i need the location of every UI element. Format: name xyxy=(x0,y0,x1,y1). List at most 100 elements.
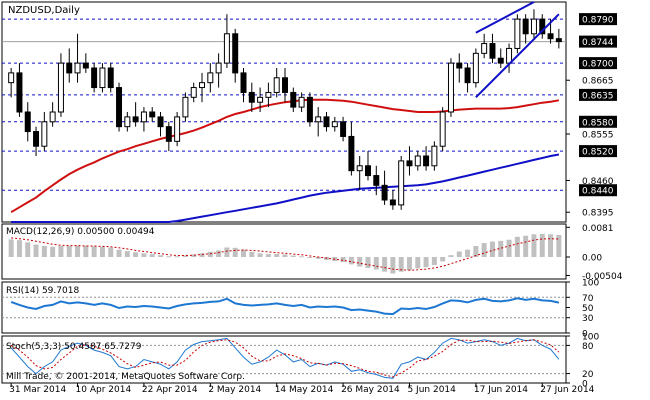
stoch-label: Stoch(5,3,3) 50.4587 65.7279 xyxy=(6,342,142,352)
symbol-title: NZDUSD,Daily xyxy=(8,5,80,16)
candle-body xyxy=(315,116,322,123)
price-tag-label: 0.8580 xyxy=(582,118,614,128)
macd-histogram-bar xyxy=(415,257,421,269)
macd-histogram-bar xyxy=(191,254,197,257)
candle xyxy=(82,53,89,73)
macd-histogram-bar xyxy=(489,241,495,257)
candle-body xyxy=(497,57,504,64)
candle-body xyxy=(522,18,529,35)
channel-line xyxy=(475,1,535,34)
candle xyxy=(530,9,537,39)
candle xyxy=(157,112,164,137)
candle-body xyxy=(74,62,81,74)
macd-histogram-bar xyxy=(548,234,554,257)
price-tag-label: 0.8790 xyxy=(582,16,614,26)
macd-histogram-bar xyxy=(75,245,81,257)
price-tag-label: 0.8635 xyxy=(582,91,614,101)
price-tag-label: 0.8520 xyxy=(582,148,614,158)
price-tag-box xyxy=(579,184,617,197)
candle xyxy=(555,28,562,49)
candle xyxy=(149,107,156,122)
candle-body xyxy=(423,155,430,167)
candle xyxy=(91,63,98,93)
candle-body xyxy=(323,116,330,128)
candle-body xyxy=(398,160,405,206)
rsi-tick-label: 30 xyxy=(582,314,594,324)
candle xyxy=(207,63,214,93)
candle-body xyxy=(265,91,272,98)
candle-body xyxy=(464,67,471,84)
candle-body xyxy=(489,43,496,59)
candle-body xyxy=(16,72,23,113)
stoch-tick-label: 80 xyxy=(582,342,594,352)
candle xyxy=(49,102,56,127)
candle xyxy=(489,33,496,64)
moving-average-blue xyxy=(11,153,560,223)
channel-line xyxy=(475,13,560,99)
candle xyxy=(539,14,546,39)
macd-histogram-bar xyxy=(398,257,404,272)
candle xyxy=(522,14,529,44)
candle xyxy=(398,156,405,210)
macd-histogram-bar xyxy=(440,257,446,262)
x-tick-label: 17 Jun 2014 xyxy=(474,385,528,395)
x-tick-label: 31 Mar 2014 xyxy=(9,385,66,395)
candle xyxy=(273,68,280,98)
stoch-main-line xyxy=(10,337,560,379)
price-tick-label: 0.8555 xyxy=(582,131,614,141)
macd-histogram-bar xyxy=(274,254,280,257)
macd-histogram-bar xyxy=(25,242,31,257)
candle xyxy=(364,151,371,181)
macd-histogram-bar xyxy=(290,255,296,257)
macd-histogram-bar xyxy=(506,239,512,257)
candle xyxy=(257,87,264,112)
macd-histogram-bar xyxy=(232,247,238,257)
candle xyxy=(290,87,297,112)
macd-histogram-bar xyxy=(365,257,371,268)
candle-body xyxy=(373,175,380,186)
candle xyxy=(423,146,430,171)
candle xyxy=(373,165,380,196)
macd-histogram-bar xyxy=(498,240,504,257)
candle xyxy=(248,82,255,112)
candle-body xyxy=(107,67,114,89)
candle xyxy=(116,82,123,132)
price-tag-box xyxy=(579,115,617,128)
candle xyxy=(348,121,355,176)
stoch-tick-label: 20 xyxy=(582,370,594,380)
x-tick-label: 27 Jun 2014 xyxy=(540,385,594,395)
x-tick-label: 26 May 2014 xyxy=(341,385,400,395)
candle-body xyxy=(539,18,546,35)
price-tag-box xyxy=(579,145,617,158)
candle-body xyxy=(232,33,239,74)
candle-body xyxy=(506,47,513,64)
candle xyxy=(124,112,131,132)
candle xyxy=(232,28,239,83)
macd-histogram-bar xyxy=(124,251,130,257)
macd-histogram-bar xyxy=(456,251,462,257)
macd-histogram-bar xyxy=(382,257,388,272)
candle xyxy=(356,156,363,191)
candle xyxy=(464,63,471,93)
price-tag-label: 0.8744 xyxy=(582,38,614,48)
candle xyxy=(24,102,31,142)
macd-histogram-bar xyxy=(282,254,288,257)
candle-body xyxy=(182,96,189,118)
macd-histogram-bar xyxy=(199,253,205,257)
macd-histogram-bar xyxy=(531,234,537,257)
candle xyxy=(174,112,181,147)
price-tag-box xyxy=(579,13,617,26)
macd-histogram-bar xyxy=(481,243,487,257)
macd-histogram-bar xyxy=(307,257,313,258)
macd-tick-label: -0.00504 xyxy=(582,272,623,282)
macd-histogram-bar xyxy=(33,244,39,257)
macd-histogram-bar xyxy=(523,235,529,257)
macd-histogram-bar xyxy=(473,246,479,257)
candle xyxy=(381,170,388,205)
candle-body xyxy=(116,87,123,128)
candle xyxy=(74,33,81,83)
candle-body xyxy=(8,72,15,84)
macd-histogram-bar xyxy=(16,240,22,257)
macd-histogram-bar xyxy=(207,251,213,257)
candle xyxy=(447,58,454,117)
